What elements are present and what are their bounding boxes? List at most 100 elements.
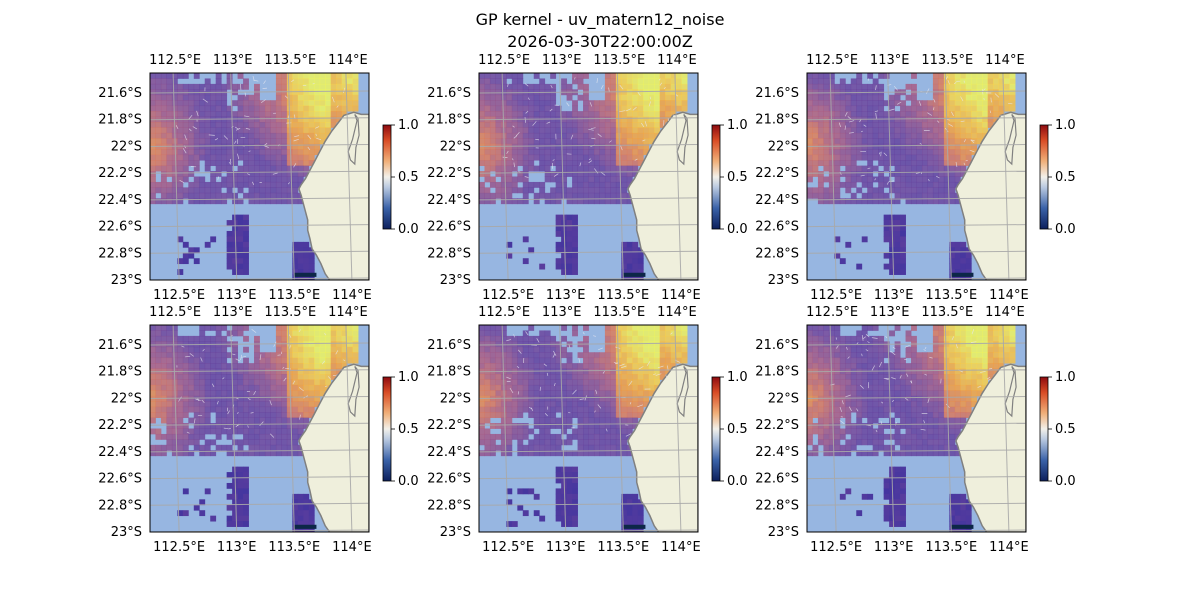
y-tick-label: 22.4°S: [427, 193, 471, 208]
y-tick-label: 22.4°S: [755, 445, 799, 460]
x-tick-label-bottom: 112.5°E: [810, 540, 862, 555]
x-tick-label-top: 112.5°E: [806, 305, 858, 320]
y-tick-label: 22°S: [111, 140, 142, 155]
colorbar-gradient: [382, 124, 392, 230]
panel-frame: [149, 72, 370, 281]
x-tick-label-bottom: 113.5°E: [597, 288, 649, 303]
x-tick-label-top: 113.5°E: [264, 53, 316, 68]
y-tick-label: 22.4°S: [98, 445, 142, 460]
y-tick-label: 21.6°S: [755, 338, 799, 353]
y-tick-label: 22°S: [440, 392, 471, 407]
x-tick-label-bottom: 114°E: [661, 288, 701, 303]
field-cells: [479, 73, 688, 280]
colorbar: 0.0 0.5 1.0: [382, 118, 419, 237]
panel-5: 112.5°E 112.5°E 113°E 113°E 113.5°E 113.5°E 11…: [427, 305, 747, 555]
colorbar-tick-label: 0.0: [1055, 474, 1076, 489]
y-tick-label: 21.8°S: [98, 365, 142, 380]
x-tick-label-top: 113°E: [870, 305, 910, 320]
colorbar-tick-label: 0.0: [727, 222, 748, 237]
x-tick-label-top: 113°E: [213, 305, 253, 320]
y-tick-label: 23°S: [768, 273, 799, 288]
y-tick-label: 22.8°S: [755, 498, 799, 513]
y-tick-label: 22.8°S: [427, 246, 471, 261]
x-tick-label-bottom: 112.5°E: [482, 540, 534, 555]
y-tick-label: 22.8°S: [98, 498, 142, 513]
y-tick-label: 22.2°S: [98, 418, 142, 433]
x-tick-label-bottom: 113°E: [546, 540, 586, 555]
graticule: [150, 73, 369, 280]
colorbar-tick-label: 0.0: [398, 474, 419, 489]
y-tick-label: 22.6°S: [755, 220, 799, 235]
x-tick-label-top: 114°E: [657, 53, 697, 68]
y-tick-label: 23°S: [111, 273, 142, 288]
x-tick-label-top: 114°E: [328, 53, 368, 68]
vector-arrows: [838, 76, 1013, 185]
colorbar-tick-label: 1.0: [727, 118, 748, 133]
island: [347, 366, 360, 418]
y-tick-label: 22.2°S: [755, 418, 799, 433]
panel-frame: [478, 324, 699, 533]
x-tick-label-bottom: 113°E: [217, 288, 257, 303]
x-tick-label-top: 112.5°E: [478, 53, 530, 68]
island: [347, 114, 360, 166]
y-tick-label: 22.2°S: [427, 418, 471, 433]
y-tick-label: 23°S: [768, 525, 799, 540]
y-tick-label: 22.8°S: [755, 246, 799, 261]
y-tick-label: 22°S: [768, 392, 799, 407]
colorbar: 0.0 0.5 1.0: [711, 118, 748, 237]
colorbar-gradient: [1039, 124, 1049, 230]
x-tick-label-bottom: 114°E: [332, 540, 372, 555]
figure-title: GP kernel - uv_matern12_noise: [475, 10, 725, 29]
y-tick-label: 21.6°S: [755, 86, 799, 101]
y-tick-label: 22°S: [768, 140, 799, 155]
y-tick-label: 23°S: [111, 525, 142, 540]
y-tick-label: 22°S: [111, 392, 142, 407]
graticule: [479, 73, 698, 280]
x-tick-label-top: 113°E: [542, 53, 582, 68]
colorbar-tick-label: 0.5: [398, 422, 419, 437]
x-tick-label-top: 113.5°E: [264, 305, 316, 320]
x-tick-label-top: 112.5°E: [478, 305, 530, 320]
y-tick-label: 22.6°S: [755, 472, 799, 487]
y-tick-label: 22.4°S: [98, 193, 142, 208]
colorbar-tick-label: 0.0: [727, 474, 748, 489]
x-tick-label-top: 113.5°E: [921, 53, 973, 68]
colorbar-tick-label: 0.5: [727, 170, 748, 185]
panel-frame: [149, 324, 370, 533]
y-tick-label: 21.8°S: [427, 365, 471, 380]
x-tick-label-top: 113.5°E: [593, 53, 645, 68]
colorbar-tick-label: 1.0: [1055, 370, 1076, 385]
colorbar-tick-label: 1.0: [727, 370, 748, 385]
x-tick-label-bottom: 113.5°E: [268, 540, 320, 555]
x-tick-label-bottom: 114°E: [661, 540, 701, 555]
colorbar: 0.0 0.5 1.0: [711, 370, 748, 489]
panel-2: 112.5°E 112.5°E 113°E 113°E 113.5°E 113.5°E 11…: [427, 53, 747, 303]
colorbar-tick-label: 0.0: [1055, 222, 1076, 237]
y-tick-label: 22.6°S: [98, 472, 142, 487]
panel-frame: [478, 72, 699, 281]
panel-6: 112.5°E 112.5°E 113°E 113°E 113.5°E 113.5°E 11…: [755, 305, 1075, 555]
colorbar-gradient: [382, 376, 392, 482]
x-tick-label-bottom: 113.5°E: [925, 540, 977, 555]
y-tick-label: 22.2°S: [755, 166, 799, 181]
colorbar-tick-label: 1.0: [1055, 118, 1076, 133]
x-tick-label-top: 113°E: [870, 53, 910, 68]
y-tick-label: 23°S: [440, 273, 471, 288]
y-tick-label: 22.4°S: [427, 445, 471, 460]
colorbar-gradient: [1039, 376, 1049, 482]
x-tick-label-bottom: 113.5°E: [925, 288, 977, 303]
y-tick-label: 22.4°S: [755, 193, 799, 208]
y-tick-label: 22.6°S: [427, 220, 471, 235]
x-tick-label-top: 113.5°E: [921, 305, 973, 320]
x-tick-label-bottom: 112.5°E: [153, 288, 205, 303]
y-tick-label: 22.8°S: [98, 246, 142, 261]
x-tick-label-top: 114°E: [328, 305, 368, 320]
x-tick-label-top: 113°E: [213, 53, 253, 68]
x-tick-label-top: 112.5°E: [806, 53, 858, 68]
colorbar-tick-label: 1.0: [398, 118, 419, 133]
y-tick-label: 21.8°S: [755, 113, 799, 128]
colorbar: 0.0 0.5 1.0: [382, 370, 419, 489]
graticule: [479, 325, 698, 532]
colorbar-tick-label: 0.5: [1055, 422, 1076, 437]
colorbar: 0.0 0.5 1.0: [1039, 118, 1076, 237]
